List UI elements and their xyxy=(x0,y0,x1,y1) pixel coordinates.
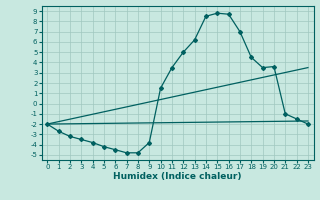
X-axis label: Humidex (Indice chaleur): Humidex (Indice chaleur) xyxy=(113,172,242,181)
